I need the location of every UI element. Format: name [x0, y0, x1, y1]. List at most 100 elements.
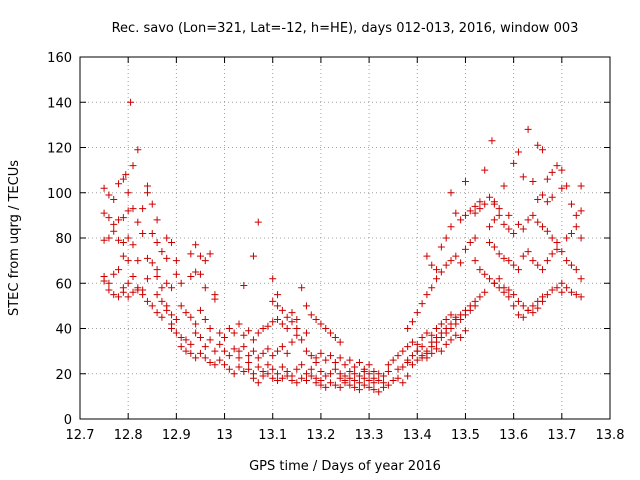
data-point	[235, 363, 243, 371]
data-point	[346, 381, 354, 389]
data-point	[408, 338, 416, 346]
data-point	[110, 196, 118, 204]
data-point	[495, 250, 503, 258]
data-point	[119, 288, 127, 296]
data-point	[524, 306, 532, 314]
data-point	[534, 218, 542, 226]
data-point	[553, 284, 561, 292]
x-tick-label: 13.3	[355, 428, 384, 443]
data-point	[177, 279, 185, 287]
data-point	[105, 234, 113, 242]
data-point	[524, 125, 532, 133]
data-point	[274, 315, 282, 323]
data-point	[558, 184, 566, 192]
data-point	[567, 200, 575, 208]
data-point	[351, 377, 359, 385]
data-point	[254, 329, 262, 337]
y-tick-label: 160	[47, 51, 72, 66]
data-point	[254, 363, 262, 371]
data-point	[129, 288, 137, 296]
data-point	[505, 225, 513, 233]
data-point	[283, 372, 291, 380]
data-point	[187, 272, 195, 280]
data-point	[187, 313, 195, 321]
data-point	[447, 336, 455, 344]
data-point	[529, 302, 537, 310]
data-point	[288, 338, 296, 346]
data-point	[336, 374, 344, 382]
data-point	[129, 205, 137, 213]
data-point	[486, 239, 494, 247]
x-tick-label: 13.7	[547, 428, 576, 443]
data-point	[558, 166, 566, 174]
data-point	[196, 349, 204, 357]
data-point	[543, 198, 551, 206]
data-point	[452, 320, 460, 328]
data-point	[148, 200, 156, 208]
data-point	[264, 370, 272, 378]
x-tick-label: 13.2	[306, 428, 335, 443]
data-point	[548, 250, 556, 258]
data-point	[447, 189, 455, 197]
data-point	[457, 216, 465, 224]
data-point	[399, 347, 407, 355]
data-point	[428, 343, 436, 351]
data-point	[148, 229, 156, 237]
data-point	[514, 311, 522, 319]
data-point	[423, 252, 431, 260]
data-point	[510, 302, 518, 310]
data-point	[360, 367, 368, 375]
data-point	[269, 365, 277, 373]
data-point	[346, 367, 354, 375]
data-point	[182, 347, 190, 355]
data-point	[322, 325, 330, 332]
data-point	[563, 182, 571, 190]
data-point	[534, 304, 542, 312]
data-point	[370, 386, 378, 394]
y-tick-label: 100	[47, 187, 72, 202]
data-point	[211, 291, 219, 299]
y-tick-label: 0	[64, 413, 72, 428]
data-point	[476, 205, 484, 213]
data-point	[254, 354, 262, 362]
data-point	[486, 223, 494, 231]
data-point	[115, 236, 123, 244]
data-point	[524, 248, 532, 256]
data-point	[119, 252, 127, 260]
data-point	[380, 379, 388, 387]
data-point	[500, 182, 508, 190]
data-point	[153, 239, 161, 247]
data-point	[298, 336, 306, 344]
data-point	[225, 352, 233, 360]
data-point	[119, 214, 127, 222]
data-point	[105, 286, 113, 294]
data-point	[572, 223, 580, 231]
data-point	[168, 325, 176, 332]
data-point	[206, 250, 214, 258]
data-point	[495, 284, 503, 292]
data-point	[389, 356, 397, 364]
data-point	[428, 284, 436, 292]
data-point	[317, 381, 325, 389]
data-point	[351, 370, 359, 378]
data-point	[317, 320, 325, 328]
data-point	[514, 148, 522, 156]
data-point	[317, 367, 325, 375]
data-point	[433, 325, 441, 332]
data-point	[307, 311, 315, 319]
data-point	[360, 381, 368, 389]
data-point	[172, 329, 180, 337]
data-point	[278, 374, 286, 382]
data-point	[327, 329, 335, 337]
data-point	[322, 372, 330, 380]
data-point	[495, 211, 503, 219]
y-tick-label: 140	[47, 96, 72, 111]
data-point	[519, 313, 527, 321]
data-point	[168, 239, 176, 247]
data-point	[514, 266, 522, 274]
data-point	[317, 349, 325, 357]
data-point	[370, 367, 378, 375]
data-point	[577, 207, 585, 215]
data-point	[274, 291, 282, 299]
data-point	[124, 257, 132, 265]
